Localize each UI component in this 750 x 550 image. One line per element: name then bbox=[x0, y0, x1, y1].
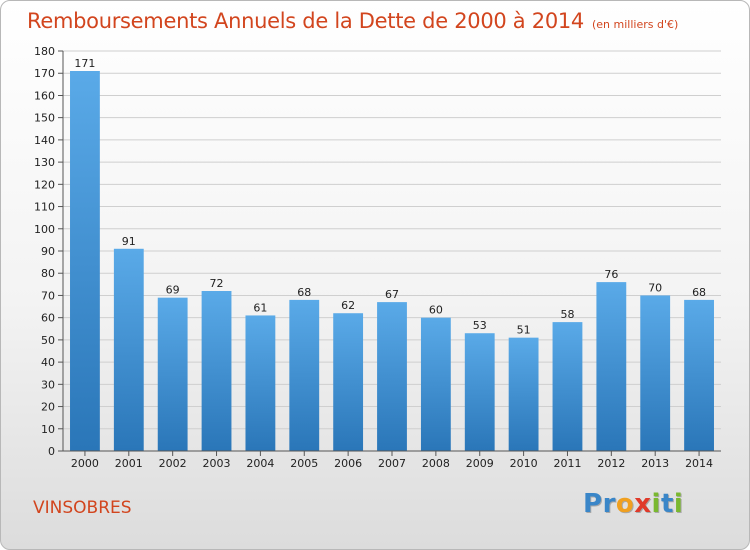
x-axis-ticks: 2000 2001 2002 2003 2004 2005 2006 2007 2008 2009… bbox=[71, 451, 713, 470]
x-tick-label: 2010 bbox=[510, 457, 538, 470]
bar bbox=[113, 248, 144, 451]
x-tick-label: 2006 bbox=[334, 457, 362, 470]
x-tick-label: 2014 bbox=[685, 457, 713, 470]
x-tick-label: 2005 bbox=[290, 457, 318, 470]
axes bbox=[62, 51, 721, 452]
bar-value-label: 53 bbox=[473, 319, 487, 332]
bar-value-label: 72 bbox=[210, 277, 224, 290]
bar-value-label: 70 bbox=[648, 281, 662, 294]
bar-value-label: 171 bbox=[74, 57, 95, 70]
y-tick-label: 130 bbox=[34, 156, 55, 169]
x-tick-label: 2013 bbox=[641, 457, 669, 470]
logo-letter: P bbox=[583, 489, 603, 519]
y-tick-label: 20 bbox=[41, 401, 55, 414]
y-tick-label: 110 bbox=[34, 201, 55, 214]
y-tick-label: 10 bbox=[41, 423, 55, 436]
logo-letter: r bbox=[602, 489, 616, 519]
x-tick-label: 2011 bbox=[553, 457, 581, 470]
y-tick-label: 70 bbox=[41, 289, 55, 302]
bar bbox=[201, 291, 232, 451]
x-tick-label: 2008 bbox=[422, 457, 450, 470]
y-tick-label: 30 bbox=[41, 378, 55, 391]
bar bbox=[70, 71, 100, 451]
y-tick-label: 150 bbox=[34, 112, 55, 125]
commune-name: VINSOBRES bbox=[33, 498, 132, 518]
title-text: Remboursements Annuels de la Dette de 20… bbox=[27, 9, 584, 33]
bar-value-label: 67 bbox=[385, 288, 399, 301]
x-tick-label: 2004 bbox=[246, 457, 274, 470]
y-tick-label: 170 bbox=[34, 67, 55, 80]
y-tick-label: 120 bbox=[34, 178, 55, 191]
logo-letter: i bbox=[673, 489, 684, 519]
bar bbox=[333, 313, 364, 451]
bar bbox=[640, 295, 671, 451]
bar-value-label: 58 bbox=[560, 308, 574, 321]
y-tick-label: 80 bbox=[41, 267, 55, 280]
bar-value-label: 61 bbox=[253, 301, 267, 314]
x-tick-label: 2002 bbox=[159, 457, 187, 470]
logo-letter: i bbox=[651, 489, 661, 519]
bar-value-label: 68 bbox=[297, 286, 311, 299]
bar bbox=[157, 297, 188, 451]
bar-value-label: 68 bbox=[692, 286, 706, 299]
chart-title: Remboursements Annuels de la Dette de 20… bbox=[27, 9, 678, 33]
bar bbox=[245, 315, 276, 451]
bar bbox=[420, 317, 451, 451]
y-axis-ticks: 0 10 20 30 40 50 60 70 80 90 100 110 120 130 140 150 160… bbox=[34, 45, 63, 458]
y-tick-label: 60 bbox=[41, 312, 55, 325]
proxiti-logo: Proxiti bbox=[583, 489, 683, 519]
bar-value-label: 51 bbox=[517, 324, 531, 337]
y-tick-label: 50 bbox=[41, 334, 55, 347]
y-tick-label: 100 bbox=[34, 223, 55, 236]
bar-value-label: 60 bbox=[429, 304, 443, 317]
x-tick-label: 2007 bbox=[378, 457, 406, 470]
bar bbox=[464, 333, 495, 451]
y-tick-label: 180 bbox=[34, 45, 55, 58]
bar-value-label: 69 bbox=[166, 284, 180, 297]
bar bbox=[508, 337, 539, 451]
y-tick-label: 90 bbox=[41, 245, 55, 258]
x-tick-label: 2000 bbox=[71, 457, 99, 470]
bar bbox=[289, 299, 320, 451]
bar bbox=[552, 322, 583, 451]
bar bbox=[684, 299, 714, 451]
y-tick-label: 0 bbox=[48, 445, 55, 458]
bar-value-label: 76 bbox=[604, 268, 618, 281]
y-tick-label: 140 bbox=[34, 134, 55, 147]
x-tick-label: 2003 bbox=[203, 457, 231, 470]
logo-letter: t bbox=[660, 489, 674, 519]
y-tick-label: 40 bbox=[41, 356, 55, 369]
y-tick-label: 160 bbox=[34, 89, 55, 102]
bar bbox=[377, 302, 407, 451]
logo-letter: x bbox=[634, 489, 652, 519]
bar bbox=[596, 282, 627, 451]
logo-letter: o bbox=[615, 489, 635, 519]
x-tick-label: 2001 bbox=[115, 457, 143, 470]
bars: 171 91 69 72 61 68 62 67 60 53 51 58 76 70 68 bbox=[70, 57, 714, 451]
x-tick-label: 2012 bbox=[597, 457, 625, 470]
bar-value-label: 62 bbox=[341, 299, 355, 312]
x-tick-label: 2009 bbox=[466, 457, 494, 470]
title-unit: (en milliers d'€) bbox=[592, 18, 679, 31]
bar-value-label: 91 bbox=[122, 235, 136, 248]
